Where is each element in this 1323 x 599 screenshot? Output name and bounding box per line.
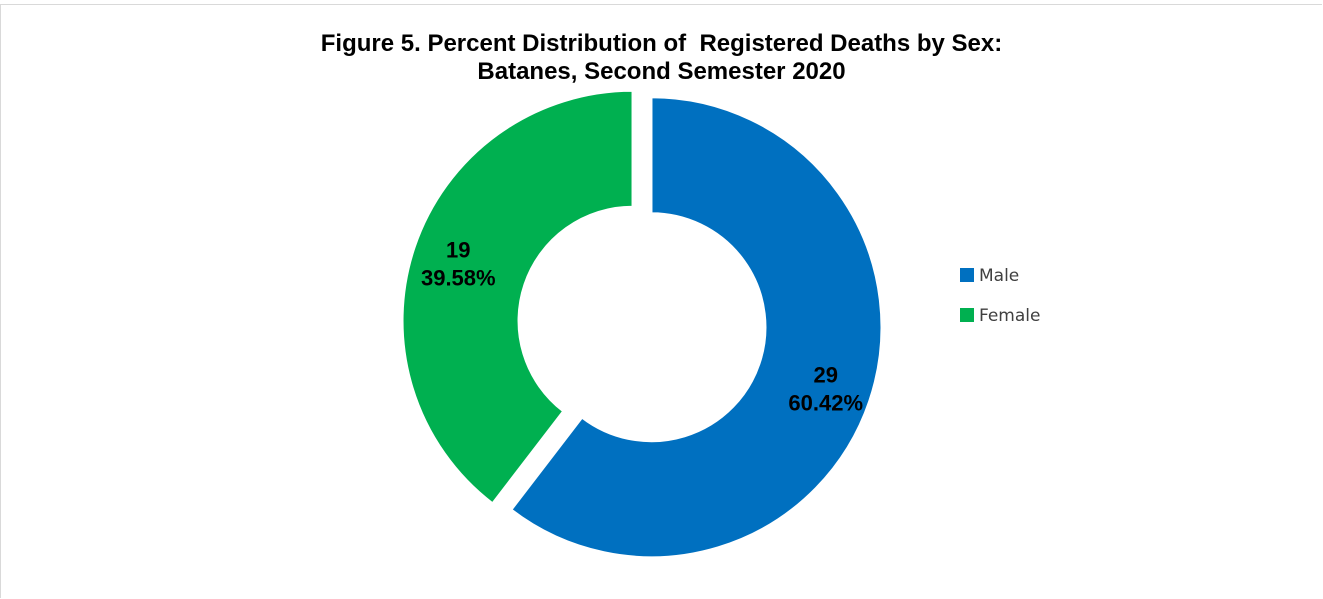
slice-male xyxy=(510,96,883,559)
slices-layer xyxy=(401,89,883,559)
chart-title-line-2: Batanes, Second Semester 2020 xyxy=(477,58,846,85)
slice-female xyxy=(401,89,634,505)
legend-label-female: Female xyxy=(979,306,1040,326)
legend-swatch-female xyxy=(960,308,974,322)
data-label-percent-female: 39.58% xyxy=(421,266,496,291)
chart-title-line-1: Figure 5. Percent Distribution of Regist… xyxy=(320,30,1003,57)
data-label-percent-male: 60.42% xyxy=(788,390,863,415)
legend: Male Female xyxy=(960,266,1040,326)
data-label-value-male: 29 xyxy=(813,362,837,387)
legend-label-male: Male xyxy=(979,266,1019,286)
legend-swatch-male xyxy=(960,268,974,282)
chart-title: Figure 5. Percent Distribution of Regist… xyxy=(0,30,1323,86)
data-label-value-female: 19 xyxy=(446,238,470,263)
data-labels-layer: 29 60.42% 19 39.58% xyxy=(421,238,863,416)
